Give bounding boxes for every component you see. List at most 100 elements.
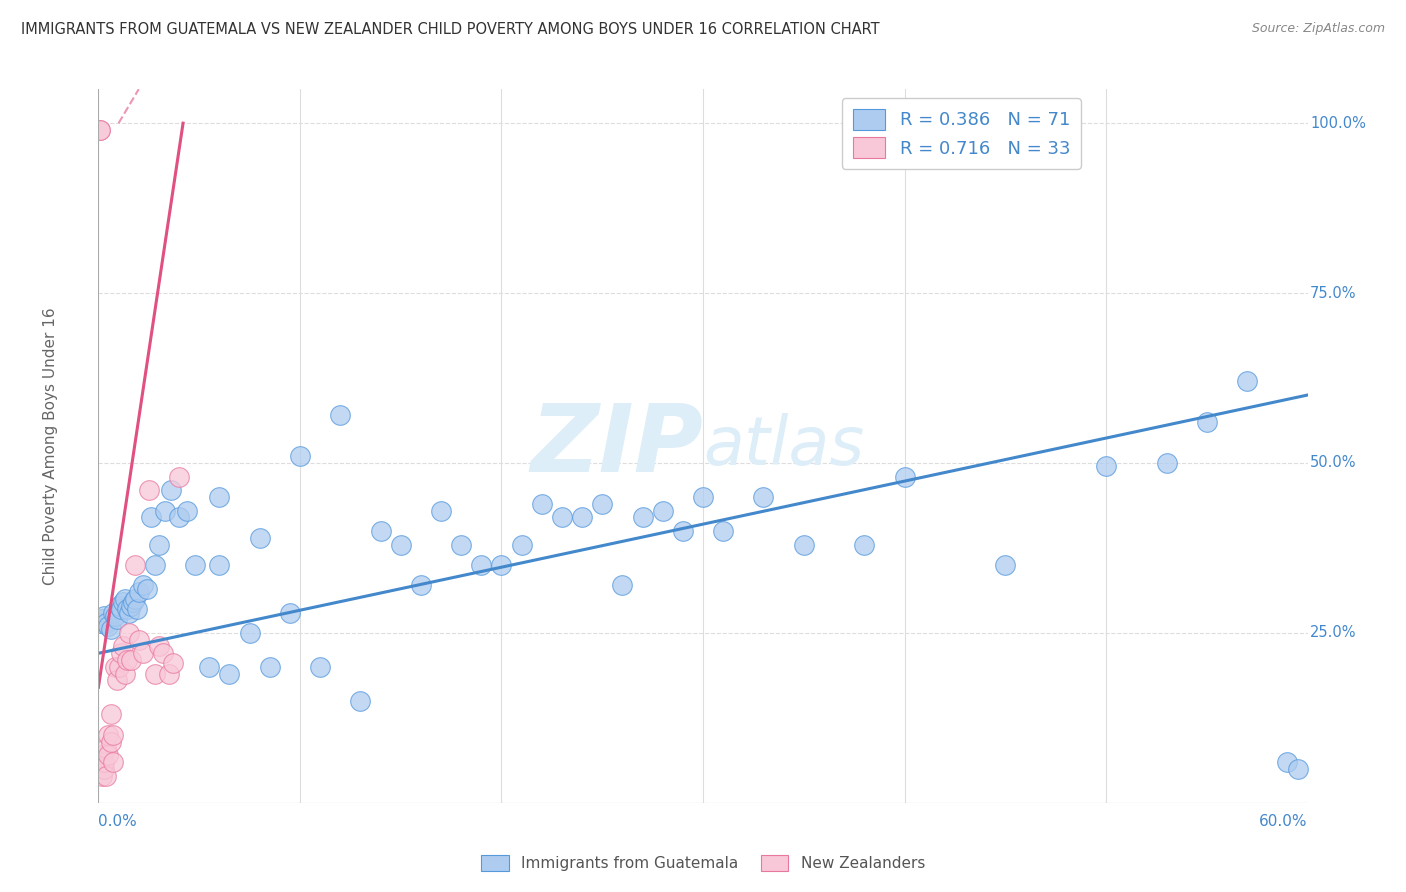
Point bbox=[491, 558, 513, 572]
Point bbox=[893, 469, 915, 483]
Point bbox=[571, 510, 593, 524]
Point bbox=[120, 653, 142, 667]
Point bbox=[101, 755, 124, 769]
Text: 25.0%: 25.0% bbox=[1310, 625, 1357, 640]
Point bbox=[107, 660, 129, 674]
Text: atlas: atlas bbox=[703, 413, 865, 479]
Point bbox=[139, 510, 162, 524]
Point bbox=[93, 755, 115, 769]
Point bbox=[153, 503, 176, 517]
Point bbox=[793, 537, 815, 551]
Point bbox=[160, 483, 183, 498]
Point bbox=[389, 537, 412, 551]
Point bbox=[118, 626, 141, 640]
Point bbox=[1156, 456, 1178, 470]
Point bbox=[93, 762, 115, 776]
Point bbox=[551, 510, 574, 524]
Text: 0.0%: 0.0% bbox=[98, 814, 138, 829]
Point bbox=[105, 673, 128, 688]
Point bbox=[148, 640, 170, 654]
Point bbox=[97, 619, 120, 633]
Point bbox=[89, 615, 111, 630]
Point bbox=[259, 660, 281, 674]
Point bbox=[218, 666, 240, 681]
Point bbox=[167, 469, 190, 483]
Point bbox=[530, 497, 553, 511]
Point bbox=[115, 602, 138, 616]
Point bbox=[651, 503, 673, 517]
Point bbox=[103, 608, 125, 623]
Point bbox=[752, 490, 775, 504]
Text: ZIP: ZIP bbox=[530, 400, 703, 492]
Text: Child Poverty Among Boys Under 16: Child Poverty Among Boys Under 16 bbox=[42, 307, 58, 585]
Point bbox=[994, 558, 1017, 572]
Point bbox=[91, 748, 114, 763]
Point bbox=[100, 623, 122, 637]
Point bbox=[1095, 459, 1118, 474]
Point bbox=[114, 591, 136, 606]
Point bbox=[96, 615, 118, 630]
Point bbox=[208, 558, 231, 572]
Text: 100.0%: 100.0% bbox=[1310, 116, 1365, 131]
Point bbox=[370, 524, 392, 538]
Point bbox=[91, 612, 114, 626]
Point bbox=[100, 734, 122, 748]
Point bbox=[430, 503, 453, 517]
Point bbox=[1277, 755, 1299, 769]
Point bbox=[138, 483, 160, 498]
Point bbox=[1286, 762, 1309, 776]
Point bbox=[97, 728, 120, 742]
Text: Source: ZipAtlas.com: Source: ZipAtlas.com bbox=[1251, 22, 1385, 36]
Point bbox=[96, 769, 118, 783]
Legend: Immigrants from Guatemala, New Zealanders: Immigrants from Guatemala, New Zealander… bbox=[475, 849, 931, 877]
Point bbox=[121, 595, 143, 609]
Point bbox=[96, 741, 118, 756]
Point bbox=[208, 490, 231, 504]
Point bbox=[329, 409, 352, 423]
Point bbox=[132, 578, 155, 592]
Point bbox=[101, 728, 124, 742]
Point bbox=[107, 599, 129, 613]
Point bbox=[288, 449, 311, 463]
Point bbox=[114, 666, 136, 681]
Point bbox=[152, 646, 174, 660]
Point bbox=[97, 748, 120, 763]
Legend: R = 0.386   N = 71, R = 0.716   N = 33: R = 0.386 N = 71, R = 0.716 N = 33 bbox=[842, 98, 1081, 169]
Point bbox=[672, 524, 695, 538]
Point bbox=[89, 123, 111, 137]
Point bbox=[91, 769, 114, 783]
Point bbox=[111, 640, 134, 654]
Point bbox=[111, 595, 134, 609]
Point bbox=[135, 582, 157, 596]
Point bbox=[1236, 375, 1258, 389]
Point bbox=[124, 591, 146, 606]
Point bbox=[93, 608, 115, 623]
Point bbox=[278, 606, 301, 620]
Text: 50.0%: 50.0% bbox=[1310, 456, 1357, 470]
Point bbox=[110, 602, 132, 616]
Point bbox=[184, 558, 207, 572]
Point bbox=[101, 606, 124, 620]
Point bbox=[143, 558, 166, 572]
Point bbox=[167, 510, 190, 524]
Point bbox=[711, 524, 734, 538]
Point bbox=[631, 510, 654, 524]
Point bbox=[309, 660, 332, 674]
Point bbox=[692, 490, 714, 504]
Point bbox=[162, 657, 184, 671]
Point bbox=[128, 632, 150, 647]
Point bbox=[148, 537, 170, 551]
Point bbox=[249, 531, 271, 545]
Point bbox=[470, 558, 492, 572]
Point bbox=[128, 585, 150, 599]
Point bbox=[120, 599, 142, 613]
Point bbox=[1195, 415, 1218, 429]
Text: 60.0%: 60.0% bbox=[1260, 814, 1308, 829]
Point bbox=[143, 666, 166, 681]
Point bbox=[103, 660, 125, 674]
Point bbox=[157, 666, 180, 681]
Text: 75.0%: 75.0% bbox=[1310, 285, 1357, 301]
Point bbox=[591, 497, 613, 511]
Point bbox=[132, 646, 155, 660]
Point bbox=[105, 612, 128, 626]
